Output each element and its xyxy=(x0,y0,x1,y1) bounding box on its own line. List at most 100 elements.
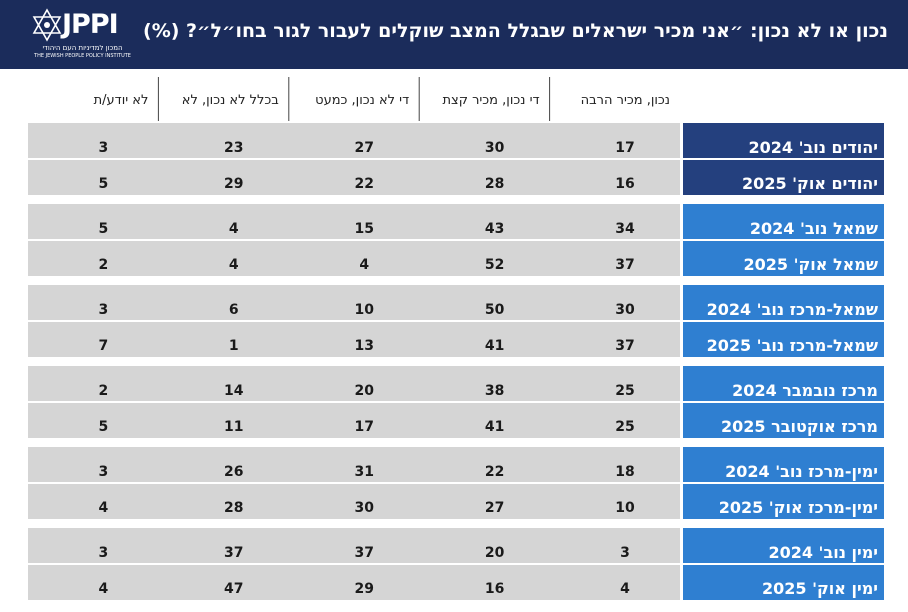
data-value: 15 xyxy=(354,221,373,237)
data-value: 16 xyxy=(615,176,634,192)
data-value: 41 xyxy=(485,419,504,435)
data-value: 27 xyxy=(354,140,373,156)
row-label: ימין נוב' 2024 xyxy=(768,543,878,562)
data-value: 3 xyxy=(99,464,109,480)
data-value: 3 xyxy=(620,545,630,561)
row-label-cell xyxy=(683,321,884,357)
data-value: 3 xyxy=(99,140,109,156)
data-value: 26 xyxy=(224,464,243,480)
table-row xyxy=(28,321,680,357)
table-row xyxy=(28,483,680,519)
data-value: 4 xyxy=(359,257,369,273)
data-value: 34 xyxy=(615,221,635,237)
data-value: 50 xyxy=(485,302,505,318)
data-value: 4 xyxy=(229,221,239,237)
row-label-cell xyxy=(683,123,884,159)
data-value: 4 xyxy=(620,581,630,597)
table-row xyxy=(28,123,680,159)
row-label: שמאל נוב' 2024 xyxy=(750,219,878,238)
row-label: שמאל אוק' 2025 xyxy=(743,255,878,274)
row-label-cell xyxy=(683,483,884,519)
column-header: די נכון, מכיר קצת xyxy=(442,93,539,108)
row-label-cell xyxy=(683,447,884,483)
logo-english-text: THE JEWISH PEOPLE POLICY INSTITUTE xyxy=(34,53,131,59)
table-row xyxy=(28,159,680,195)
data-value: 25 xyxy=(615,383,634,399)
data-value: 11 xyxy=(224,419,243,435)
data-value: 16 xyxy=(485,581,504,597)
data-value: 10 xyxy=(615,500,635,516)
data-value: 29 xyxy=(354,581,373,597)
data-value: 18 xyxy=(615,464,634,480)
table-row xyxy=(28,204,680,240)
results-table: נכון, מכיר הרבה די נכון, מכיר קצת די לא נכ… xyxy=(28,77,884,600)
row-label: שמאל-מרכז נוב' 2025 xyxy=(707,336,878,355)
data-value: 7 xyxy=(99,338,109,354)
row-label-cell xyxy=(683,402,884,438)
row-label: ימין-מרכז אוק' 2025 xyxy=(719,498,878,517)
data-value: 3 xyxy=(99,545,109,561)
data-value: 4 xyxy=(229,257,239,273)
data-value: 5 xyxy=(99,221,109,237)
data-value: 47 xyxy=(224,581,243,597)
row-label-cell xyxy=(683,240,884,276)
data-value: 2 xyxy=(99,257,109,273)
data-value: 27 xyxy=(485,500,504,516)
data-value: 22 xyxy=(354,176,373,192)
logo-name: JPPI xyxy=(62,9,119,40)
row-label: מרכז אוקטובר 2025 xyxy=(721,417,878,436)
row-label-cell xyxy=(683,159,884,195)
data-value: 5 xyxy=(99,176,109,192)
data-value: 17 xyxy=(615,140,634,156)
data-value: 31 xyxy=(354,464,373,480)
chart-title: נכון או לא נכון: ״אני מכיר ישראלים שבגלל… xyxy=(143,20,888,42)
chart-header: JPPI המכון למדיניות העם היהודי THE JEWIS… xyxy=(0,0,908,69)
data-value: 28 xyxy=(485,176,504,192)
row-label-cell xyxy=(683,285,884,321)
data-value: 37 xyxy=(615,338,634,354)
column-header: בכלל לא נכון, לא xyxy=(182,93,279,108)
data-value: 38 xyxy=(485,383,504,399)
row-label-cell xyxy=(683,366,884,402)
data-value: 3 xyxy=(99,302,109,318)
data-value: 30 xyxy=(615,302,635,318)
data-value: 2 xyxy=(99,383,109,399)
row-label: יהודים נוב' 2024 xyxy=(748,138,878,157)
data-value: 52 xyxy=(485,257,504,273)
data-value: 10 xyxy=(354,302,374,318)
table-row xyxy=(28,240,680,276)
data-value: 37 xyxy=(224,545,243,561)
data-value: 43 xyxy=(485,221,504,237)
data-value: 30 xyxy=(485,140,505,156)
row-label: שמאל-מרכז נוב' 2024 xyxy=(707,300,878,319)
row-label: ימין-מרכז נוב' 2024 xyxy=(725,462,878,481)
row-label: ימין אוק' 2025 xyxy=(762,579,878,598)
table-row xyxy=(28,528,680,564)
data-value: 20 xyxy=(354,383,374,399)
row-label: יהודים אוק' 2025 xyxy=(742,174,878,193)
row-label-cell xyxy=(683,564,884,600)
table-row xyxy=(28,285,680,321)
column-header: נכון, מכיר הרבה xyxy=(581,93,670,108)
data-value: 23 xyxy=(224,140,243,156)
table-row xyxy=(28,564,680,600)
data-value: 37 xyxy=(615,257,634,273)
row-label-cell xyxy=(683,204,884,240)
row-label-cell xyxy=(683,528,884,564)
data-value: 41 xyxy=(485,338,504,354)
data-value: 29 xyxy=(224,176,243,192)
data-value: 22 xyxy=(485,464,504,480)
column-header: די לא נכון, כמעט xyxy=(315,93,409,108)
data-value: 6 xyxy=(229,302,239,318)
data-value: 25 xyxy=(615,419,634,435)
logo-hebrew-text: המכון למדיניות העם היהודי xyxy=(42,44,123,52)
star-of-david-icon xyxy=(32,8,62,42)
data-value: 28 xyxy=(224,500,243,516)
data-value: 5 xyxy=(99,419,109,435)
data-value: 20 xyxy=(485,545,505,561)
jppi-logo: JPPI המכון למדיניות העם היהודי THE JEWIS… xyxy=(30,8,140,63)
column-header: לא יודע/ת xyxy=(94,93,149,108)
data-value: 13 xyxy=(354,338,373,354)
data-value: 14 xyxy=(224,383,244,399)
data-value: 4 xyxy=(99,581,109,597)
